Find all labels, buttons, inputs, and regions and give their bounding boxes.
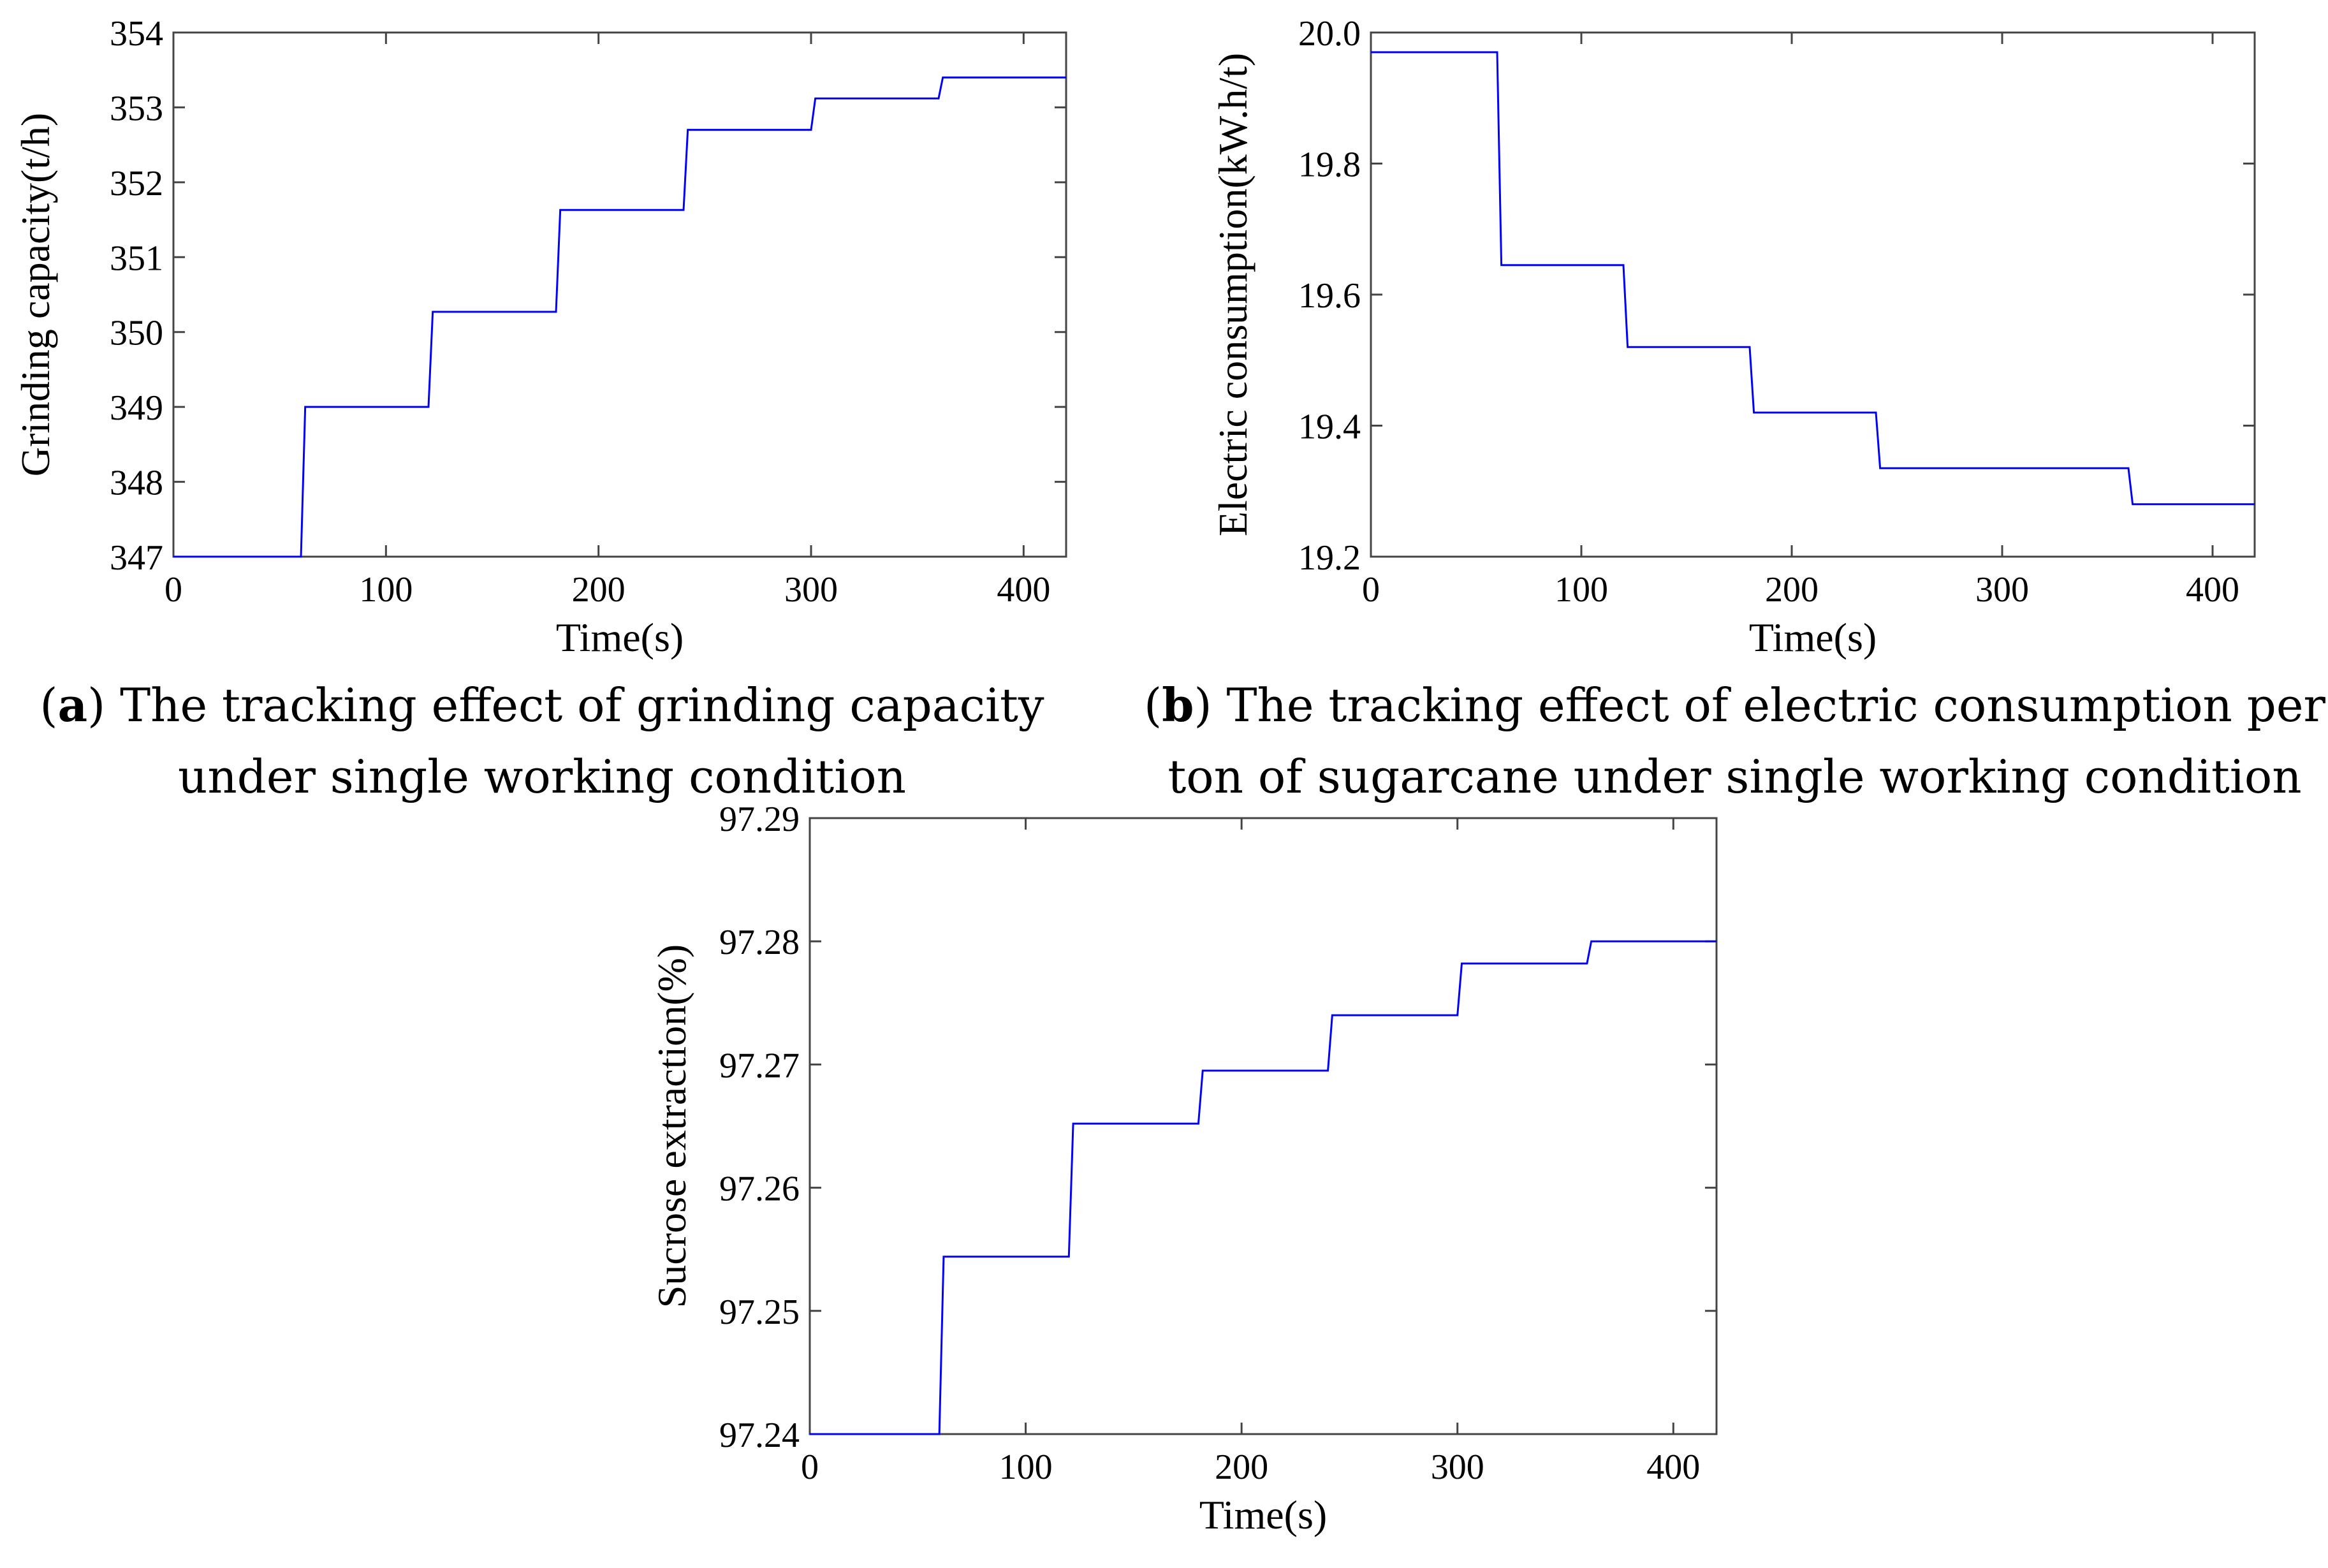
caption-b-text1: ) The tracking effect of electric consum… — [1194, 678, 2325, 732]
x-tick-label-c: 100 — [999, 1447, 1053, 1487]
x-axis-label-a: Time(s) — [556, 615, 684, 660]
y-tick-label-a: 347 — [110, 538, 163, 578]
y-tick-label-b: 19.4 — [1298, 407, 1361, 447]
x-tick-label-a: 400 — [997, 570, 1050, 610]
y-tick-label-c: 97.26 — [719, 1169, 800, 1209]
y-tick-label-a: 353 — [110, 89, 163, 128]
caption-a-line2: under single working condition — [178, 750, 906, 803]
caption-b-line2: ton of sugarcane under single working co… — [1168, 750, 2302, 803]
x-tick-label-b: 300 — [1975, 570, 2029, 610]
x-tick-label-a: 100 — [359, 570, 413, 610]
y-tick-label-c: 97.25 — [719, 1293, 800, 1332]
x-axis-label-c: Time(s) — [1199, 1492, 1327, 1537]
y-tick-label-c: 97.24 — [719, 1416, 800, 1455]
plot-frame-b — [1370, 31, 2256, 558]
y-tick-label-c: 97.28 — [719, 923, 800, 962]
series-line-c — [810, 940, 1717, 1435]
y-tick-label-c: 97.29 — [719, 800, 800, 839]
y-axis-label-a: Grinding capacity(t/h) — [13, 113, 58, 476]
y-tick-label-a: 349 — [110, 388, 163, 428]
series-line-b — [1371, 51, 2255, 506]
y-tick-label-b: 19.2 — [1298, 538, 1361, 578]
y-tick-label-b: 19.6 — [1298, 276, 1361, 316]
y-tick-label-c: 97.27 — [719, 1046, 800, 1085]
plot-frame-a — [172, 31, 1067, 558]
x-tick-label-b: 200 — [1765, 570, 1819, 610]
x-axis-label-b: Time(s) — [1749, 615, 1877, 660]
caption-a-line1: (a) The tracking effect of grinding capa… — [40, 678, 1044, 732]
y-tick-label-b: 20.0 — [1298, 14, 1361, 54]
x-tick-label-c: 0 — [801, 1447, 819, 1487]
caption-b-line1: (b) The tracking effect of electric cons… — [1144, 678, 2325, 732]
caption-a-text1: ) The tracking effect of grinding capaci… — [87, 678, 1044, 732]
y-axis-label-b: Electric consumption(kW.h/t) — [1210, 53, 1256, 536]
y-axis-label-c: Sucrose extraction(%) — [649, 944, 694, 1308]
x-tick-label-a: 300 — [784, 570, 838, 610]
x-tick-label-b: 400 — [2186, 570, 2239, 610]
chart-panel-a: 0 100 200 300 400 347 348 349 350 351 352 353 354 Tim… — [13, 14, 1067, 660]
plot-frame-c — [809, 817, 1718, 1435]
y-tick-label-a: 348 — [110, 464, 163, 503]
x-tick-label-c: 400 — [1646, 1447, 1700, 1487]
y-tick-label-a: 350 — [110, 314, 163, 353]
y-tick-label-a: 352 — [110, 164, 163, 203]
y-tick-label-b: 19.8 — [1298, 145, 1361, 185]
series-line-a — [173, 76, 1066, 558]
x-tick-label-b: 100 — [1555, 570, 1608, 610]
caption-b-tag: b — [1162, 678, 1194, 732]
x-tick-label-c: 300 — [1431, 1447, 1484, 1487]
x-tick-label-a: 0 — [165, 570, 182, 610]
x-tick-label-a: 200 — [572, 570, 626, 610]
caption-b: (b) The tracking effect of electric cons… — [1141, 670, 2328, 812]
chart-panel-b: 0 100 200 300 400 19.2 19.4 19.6 19.8 20.0 Time(s)… — [1210, 14, 2256, 660]
x-tick-label-c: 200 — [1215, 1447, 1268, 1487]
caption-a: (a) The tracking effect of grinding capa… — [0, 670, 1084, 812]
x-tick-label-b: 0 — [1362, 570, 1380, 610]
caption-a-tag: a — [57, 678, 88, 732]
chart-panel-c: 0 100 200 300 400 97.24 97.25 97.26 97.27 97.28 97… — [649, 800, 1718, 1537]
y-tick-label-a: 354 — [110, 14, 163, 54]
y-tick-label-a: 351 — [110, 238, 163, 278]
